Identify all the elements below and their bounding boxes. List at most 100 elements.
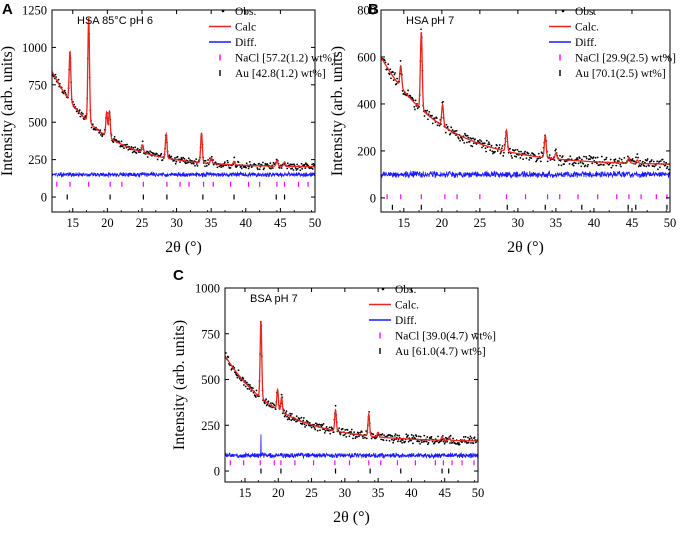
obs-point [618,157,621,160]
x-tick-label: 30 [512,216,525,230]
obs-point [587,163,589,166]
obs-point [451,441,454,444]
legend-diff-label: Diff. [235,37,257,49]
plot-frame [380,9,671,213]
obs-point [187,157,190,160]
y-tick-label: 400 [357,97,376,111]
obs-point [592,156,595,159]
obs-point [646,158,649,160]
obs-point [290,412,293,415]
obs-point [549,159,552,161]
obs-point [643,165,646,167]
obs-point [195,158,198,160]
obs-point [498,144,501,146]
obs-point [316,429,319,432]
obs-point [644,159,647,161]
obs-point [403,93,405,95]
obs-point [394,433,397,436]
obs-point [149,150,152,152]
obs-point [585,157,588,160]
obs-point [596,162,598,165]
obs-point [174,157,176,159]
obs-point [600,155,603,158]
obs-point [391,438,393,441]
x-tick-label: 40 [405,486,418,500]
obs-point [615,164,618,167]
obs-point [218,165,221,168]
obs-point [468,140,471,143]
obs-point [436,124,439,127]
obs-point [79,115,82,118]
obs-point [243,384,245,386]
obs-point [310,426,313,429]
obs-point [442,100,444,103]
y-tick-label: 0 [41,191,47,205]
obs-point [632,160,635,162]
obs-point [352,434,355,437]
obs-point [578,157,581,160]
obs-point [455,129,458,132]
obs-point [216,166,219,169]
x-tick-label: 40 [240,216,253,230]
x-axis-title: 2θ (°) [165,239,202,256]
obs-point [248,165,251,168]
obs-point [449,132,452,135]
obs-point [467,436,469,439]
x-tick-label: 20 [436,216,449,230]
obs-point [467,136,470,139]
series-diff-line [225,434,478,460]
obs-point [270,167,272,170]
legend: Obs. Calc. Diff. NaCl [39.0(4.7) wt%] Au [61… [369,284,496,358]
obs-point [430,435,433,438]
obs-point [661,158,664,161]
obs-point [113,137,115,140]
obs-point [418,440,421,443]
obs-point [652,160,655,163]
obs-point [613,158,615,161]
obs-point [470,144,472,147]
obs-point [479,139,481,141]
obs-point [604,158,607,161]
obs-point [464,435,467,438]
obs-point [271,402,274,405]
obs-point [584,164,587,167]
x-tick-label: 45 [438,486,451,500]
obs-point [295,415,298,418]
legend: Obs. Calc Diff. NaCl [57.2(1.2) wt%] Au [42.… [209,6,336,80]
obs-point [424,110,427,112]
obs-point [480,140,483,143]
obs-point [470,437,473,439]
obs-point [586,165,589,168]
obs-point [407,434,409,437]
obs-point [499,152,502,155]
legend-au-label: Au [61.0(4.7) wt%] [395,346,486,358]
obs-point [487,141,490,144]
x-axis-title: 2θ (°) [333,509,370,526]
obs-point [659,166,661,169]
obs-point [454,130,457,132]
obs-point [175,160,178,163]
obs-point [665,161,668,164]
obs-point [289,412,291,415]
obs-point [561,155,564,158]
obs-point [568,162,571,165]
obs-point [263,167,266,170]
obs-point [433,117,436,120]
obs-point [404,440,406,443]
obs-point [298,417,301,420]
obs-point [265,398,267,401]
obs-point [637,156,639,159]
obs-point [303,163,306,166]
x-axis-title: 2θ (°) [507,239,544,256]
obs-point [470,442,472,444]
panel-letter: C [173,267,184,284]
obs-point [359,431,362,434]
obs-point [395,83,398,85]
obs-point [539,160,542,163]
obs-point [589,158,592,161]
obs-point [533,154,536,156]
obs-point [388,440,391,442]
obs-point [365,437,368,440]
obs-point [332,431,335,434]
obs-point [444,441,447,443]
